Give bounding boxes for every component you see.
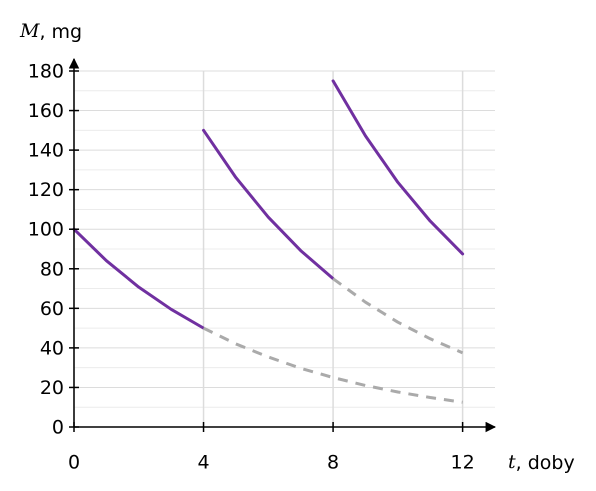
x-tick-label: 4 [197,452,209,474]
dashed-line [332,277,464,355]
y-tick-label: 40 [40,337,64,359]
y-tick-label: 140 [28,140,64,162]
y-tick-label: 100 [28,219,64,241]
y-tick-label: 180 [28,61,64,83]
y-axis-label: M, mg [19,20,82,43]
x-axis-label: t, doby [508,451,575,474]
line [72,227,206,330]
line [202,128,335,281]
axes: 0 20 40 60 80 100 120 140 160 180 0 4 8 12 M, mg t, dob… [19,20,575,474]
x-tick-label: 8 [327,452,339,474]
y-tick-label: 60 [40,298,64,320]
y-tick-label: 160 [28,100,64,122]
x-tick-label: 0 [68,452,80,474]
x-tick-label: 12 [451,452,475,474]
y-tick-label: 80 [40,258,64,280]
line [331,79,465,256]
y-tick-label: 120 [28,179,64,201]
y-tick-label: 20 [40,377,64,399]
plot [72,79,465,404]
y-tick-label: 0 [52,417,64,439]
grid [73,70,495,428]
